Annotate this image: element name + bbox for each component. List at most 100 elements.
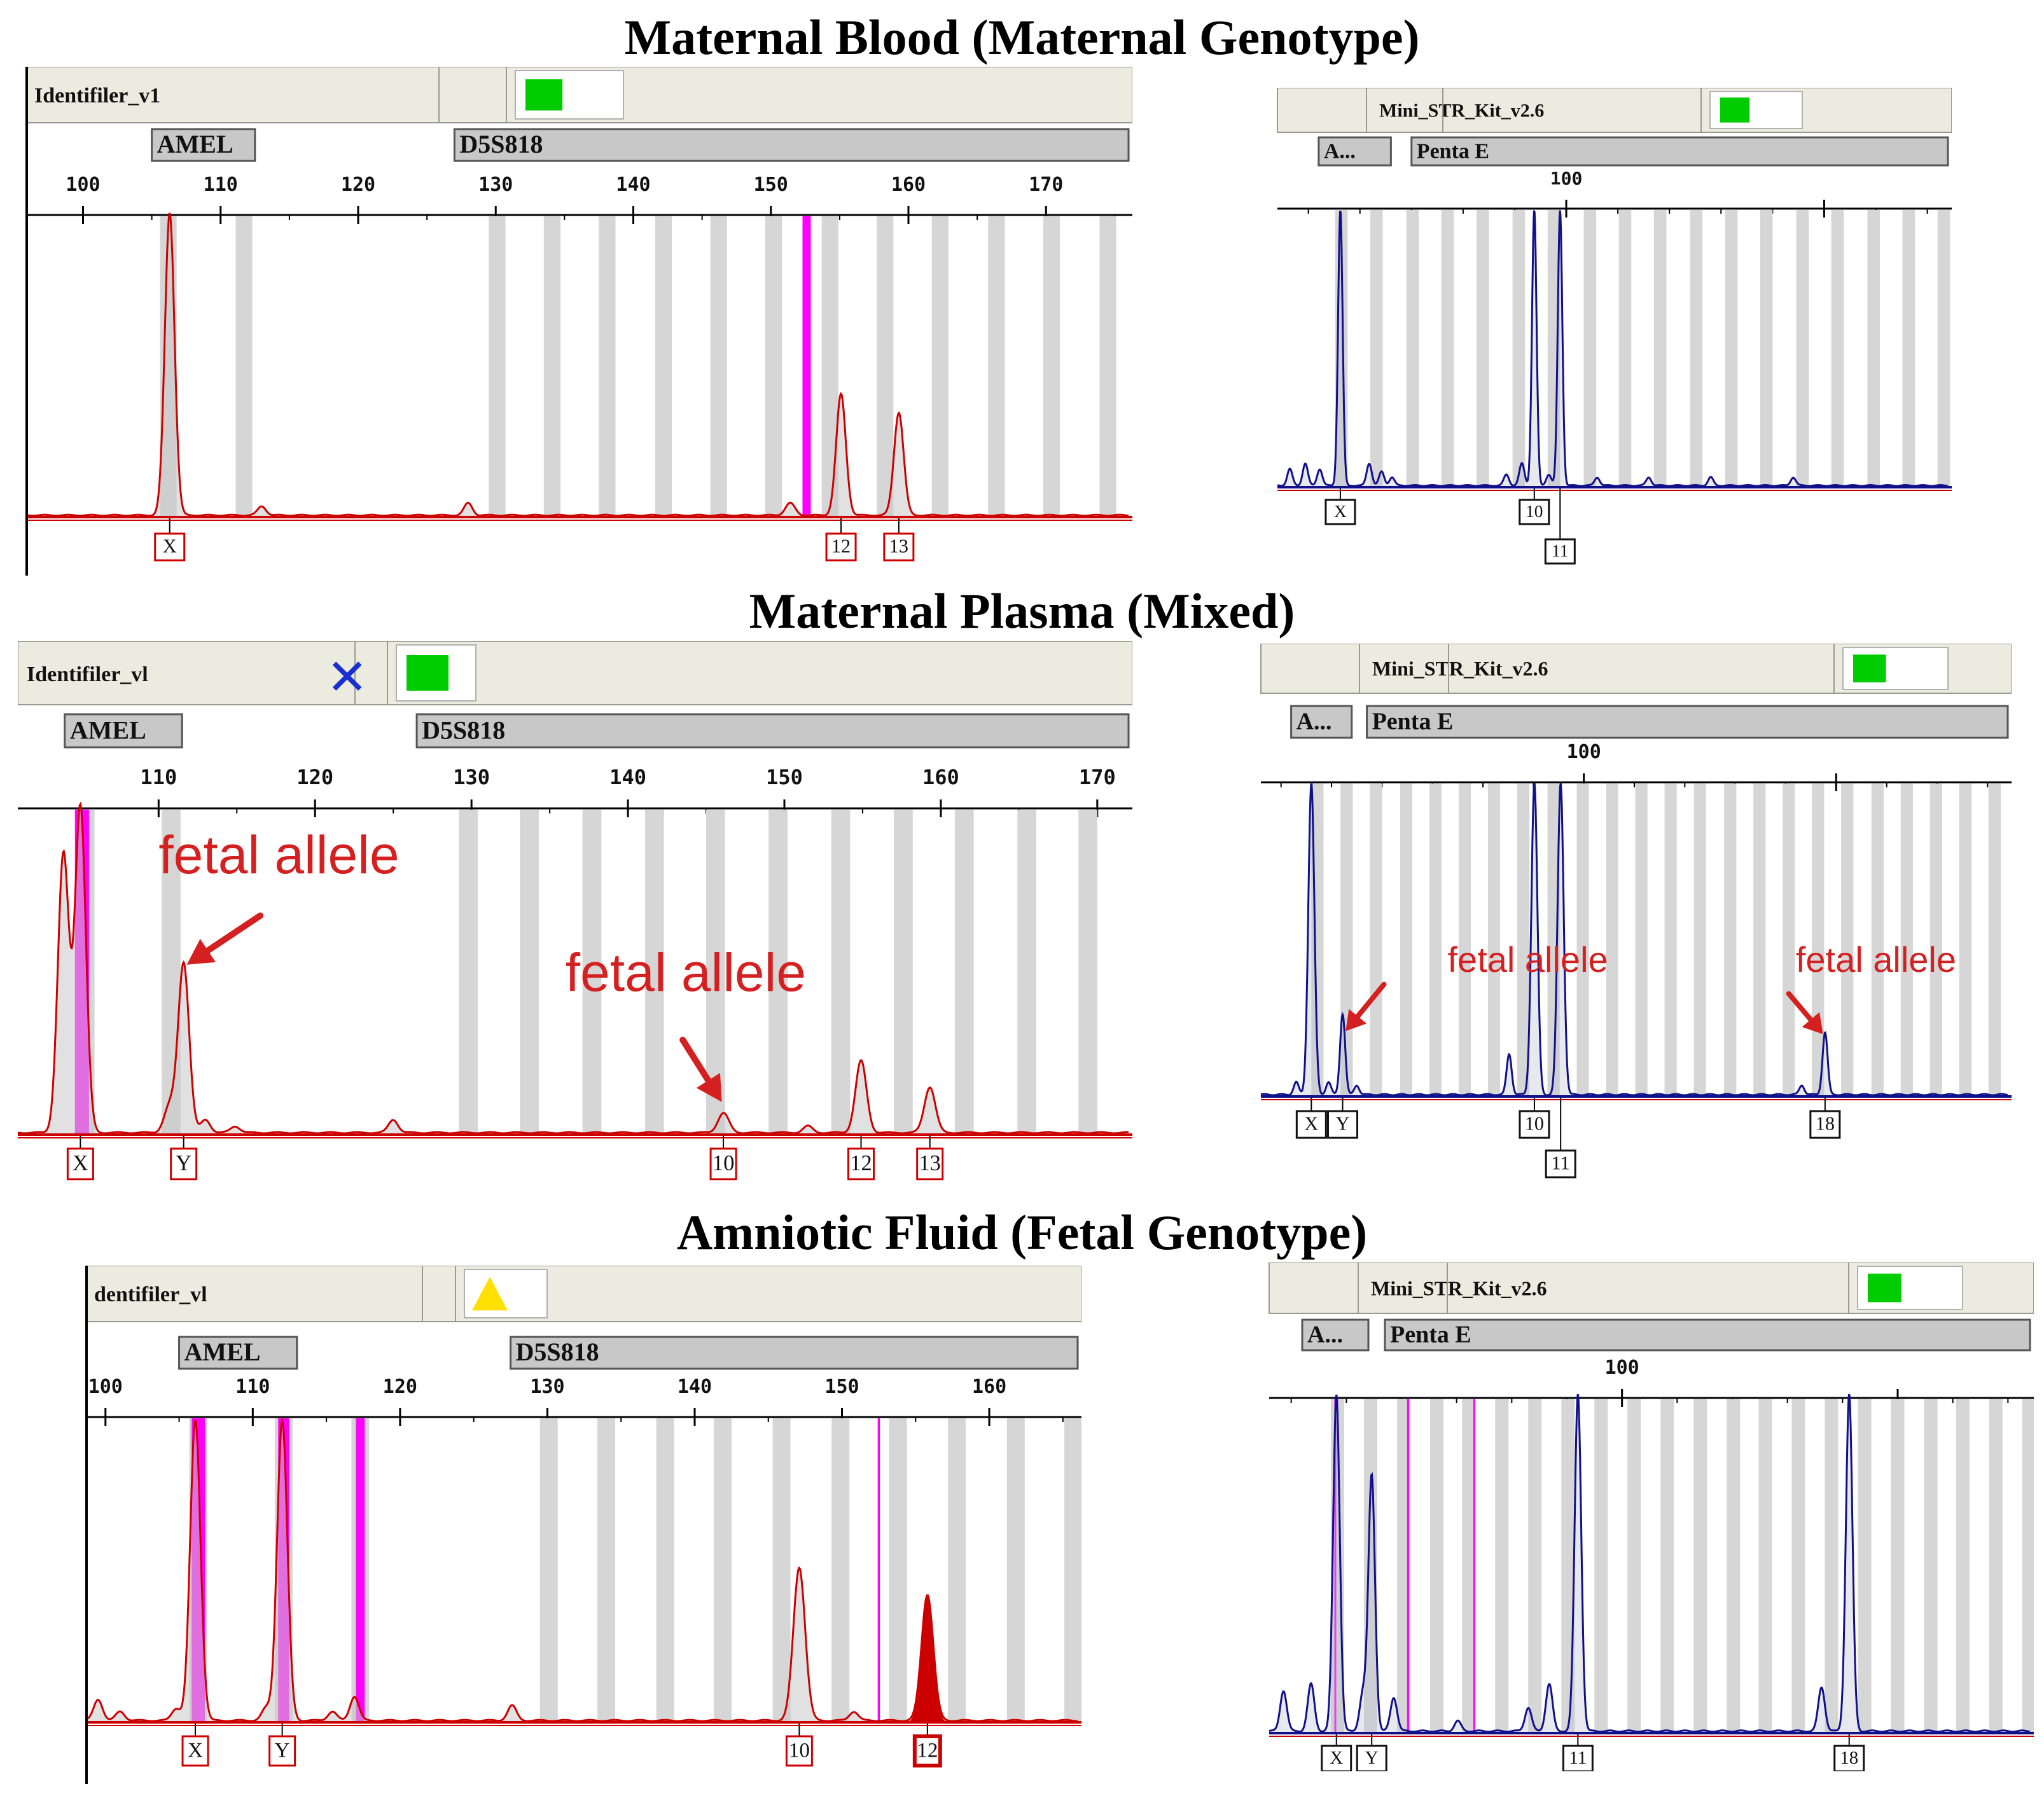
- marker-label: AMEL: [184, 1338, 261, 1366]
- panel-amniotic-fluid-ministr: Mini_STR_Kit_v2.6 A... Penta E 100 X Y 11 18: [1269, 1262, 2034, 1771]
- allele-bin: [1528, 1399, 1542, 1734]
- marker-amel: AMEL: [64, 713, 183, 749]
- marker-label: A...: [1324, 139, 1356, 163]
- allele-label: 18: [1840, 1748, 1858, 1768]
- tick-label: 100: [66, 174, 100, 196]
- plot-area: [1269, 1393, 2034, 1737]
- allele-bin: [1429, 784, 1442, 1098]
- allele-call-13: 13: [883, 518, 915, 562]
- allele-box: [1356, 1745, 1387, 1771]
- magenta-marker: [877, 1418, 880, 1724]
- section-title-maternal-blood: Maternal Blood (Maternal Genotype): [624, 10, 1420, 65]
- allele-bin: [1783, 784, 1795, 1098]
- marker-d5s818: D5S818: [453, 128, 1130, 162]
- allele-box: [847, 1147, 875, 1180]
- allele-label: 10: [1526, 502, 1543, 521]
- magenta-marker: [1407, 1399, 1409, 1734]
- plot-area: [25, 67, 1132, 576]
- allele-bin: [1791, 1399, 1805, 1734]
- fetal-allele-annotation: fetal allele: [1786, 939, 1956, 1034]
- allele-bin: [1825, 1399, 1839, 1734]
- marker-bar: [415, 713, 1130, 749]
- allele-bin: [1660, 1399, 1674, 1734]
- fetal-allele-label: fetal allele: [566, 943, 806, 1002]
- allele-bin: [889, 1418, 907, 1724]
- error-x-icon: ✕: [326, 649, 368, 706]
- allele-call-11: 11: [1562, 1734, 1594, 1771]
- allele-bin: [710, 216, 727, 518]
- tick-label: 130: [453, 765, 490, 789]
- allele-bin: [582, 810, 602, 1136]
- allele-label: 10: [713, 1151, 735, 1175]
- allele-bin: [1400, 784, 1413, 1098]
- allele-bin: [1900, 784, 1913, 1098]
- allele-call-12: 12: [847, 1136, 875, 1180]
- allele-bin: [1517, 784, 1530, 1098]
- allele-bin: [1831, 210, 1844, 488]
- allele-call-y: Y: [268, 1724, 296, 1767]
- allele-box: [912, 1734, 942, 1767]
- trace-line: [87, 1416, 1078, 1722]
- filled-peak-12: [910, 1596, 945, 1722]
- status-box: [464, 1269, 548, 1318]
- kit-name: Identifiler_v1: [34, 84, 160, 107]
- fetal-allele-arrowhead: [696, 1073, 722, 1102]
- allele-call-10: 10: [709, 1136, 737, 1180]
- tick-label: 120: [296, 765, 333, 789]
- allele-call-11: 11: [1545, 1098, 1576, 1179]
- kit-header: Identifiler_v1: [25, 67, 1132, 123]
- marker-label: D5S818: [422, 716, 505, 744]
- status-green-icon: [1868, 1273, 1901, 1303]
- panel-maternal-plasma-identifiler: Identifiler_vl ✕ AMEL D5S818 110 120 130 140 150…: [18, 641, 1132, 1180]
- allele-bin: [1867, 210, 1881, 488]
- magenta-marker: [802, 216, 811, 518]
- marker-bar: [1301, 1318, 1370, 1352]
- allele-bin: [1727, 1399, 1741, 1734]
- allele-bin: [1635, 784, 1648, 1098]
- tick-label: 160: [972, 1376, 1006, 1398]
- tick-label: 120: [383, 1376, 417, 1398]
- panel-amniotic-fluid-identifiler: dentifiler_vl AMEL D5S818 100 110 120 130 140 15…: [85, 1266, 1081, 1784]
- allele-bin: [1006, 1418, 1025, 1724]
- allele-call-11: 11: [1544, 488, 1576, 565]
- allele-label: 12: [831, 536, 851, 557]
- allele-box: [785, 1735, 813, 1767]
- allele-bin: [1099, 216, 1116, 518]
- allele-bin: [765, 216, 782, 518]
- allele-label: 10: [1525, 1113, 1544, 1135]
- allele-label: X: [1330, 1748, 1343, 1768]
- allele-call-18: 18: [1833, 1734, 1865, 1771]
- allele-bin: [877, 216, 894, 518]
- marker-pentae: Penta E: [1384, 1318, 2031, 1352]
- kit-header: Mini_STR_Kit_v2.6: [1277, 88, 1952, 133]
- allele-bin: [1429, 1399, 1443, 1734]
- allele-label: X: [163, 536, 177, 557]
- allele-box: [1519, 1110, 1550, 1139]
- trace-line: [1277, 210, 1949, 487]
- allele-bin: [1576, 784, 1589, 1098]
- status-green-icon: [1853, 654, 1886, 682]
- allele-bin: [597, 1418, 616, 1724]
- trace-fill: [88, 1420, 1078, 1722]
- kit-header: Identifiler_vl ✕: [18, 641, 1132, 706]
- allele-call-x: X: [181, 1724, 209, 1767]
- allele-call-12: 12: [825, 518, 857, 562]
- allele-box: [1833, 1745, 1865, 1771]
- trace-fill: [1269, 1394, 2030, 1733]
- allele-bin: [1487, 784, 1501, 1098]
- tick-label: 100: [1567, 741, 1601, 763]
- allele-call-12: 12: [912, 1724, 942, 1767]
- allele-label: 11: [1552, 1152, 1570, 1174]
- fetal-allele-arrow: [1355, 981, 1387, 1019]
- plot-area: [18, 801, 1132, 1138]
- allele-call-10: 10: [785, 1724, 813, 1767]
- plot-area: [1277, 210, 1952, 491]
- tick-label: 120: [341, 174, 375, 196]
- allele-bin: [1690, 210, 1703, 488]
- allele-bin: [1758, 1399, 1772, 1734]
- allele-bin: [1441, 210, 1454, 488]
- trace-fill: [28, 213, 1129, 517]
- allele-box: [883, 532, 915, 562]
- marker-label: Penta E: [1417, 139, 1489, 163]
- allele-bin: [768, 810, 788, 1136]
